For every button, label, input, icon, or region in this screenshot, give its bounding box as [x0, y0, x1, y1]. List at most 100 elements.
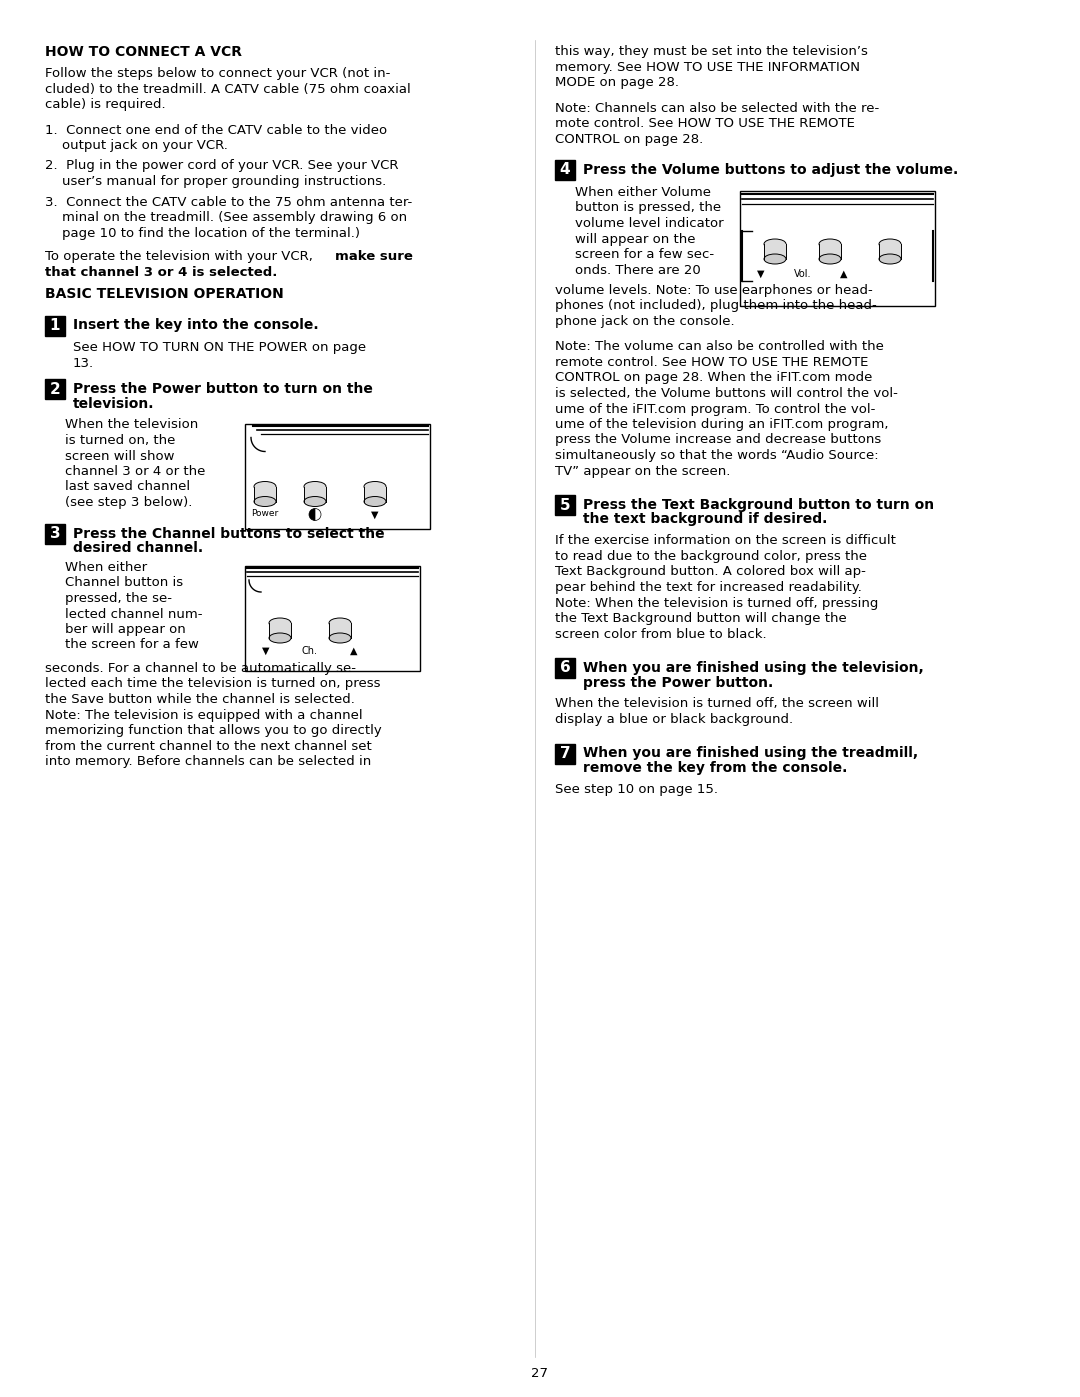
Text: 3: 3 [50, 527, 60, 541]
Text: ume of the iFIT.com program. To control the vol-: ume of the iFIT.com program. To control … [555, 402, 876, 415]
Text: Press the Power button to turn on the: Press the Power button to turn on the [73, 381, 373, 395]
Text: the Save button while the channel is selected.: the Save button while the channel is sel… [45, 693, 355, 705]
Text: ▼: ▼ [262, 645, 270, 657]
Text: Press the Volume buttons to adjust the volume.: Press the Volume buttons to adjust the v… [583, 163, 958, 177]
Text: BASIC TELEVISION OPERATION: BASIC TELEVISION OPERATION [45, 288, 284, 302]
Text: cluded) to the treadmill. A CATV cable (75 ohm coaxial: cluded) to the treadmill. A CATV cable (… [45, 82, 410, 95]
Text: 13.: 13. [73, 358, 94, 370]
Text: To operate the television with your VCR,: To operate the television with your VCR, [45, 250, 318, 263]
Text: Power: Power [252, 510, 279, 518]
Text: the text background if desired.: the text background if desired. [583, 513, 827, 527]
Text: TV” appear on the screen.: TV” appear on the screen. [555, 464, 730, 478]
Text: When you are finished using the treadmill,: When you are finished using the treadmil… [583, 746, 918, 760]
Ellipse shape [364, 482, 386, 492]
Ellipse shape [819, 239, 841, 249]
Text: When the television is turned off, the screen will: When the television is turned off, the s… [555, 697, 879, 711]
Text: remove the key from the console.: remove the key from the console. [583, 761, 848, 775]
Text: press the Power button.: press the Power button. [583, 676, 773, 690]
Bar [45, 316, 65, 335]
Bar [254, 486, 276, 502]
Text: HOW TO CONNECT A VCR: HOW TO CONNECT A VCR [45, 45, 242, 59]
Bar [245, 423, 430, 528]
Text: lected each time the television is turned on, press: lected each time the television is turne… [45, 678, 380, 690]
Wedge shape [309, 509, 315, 521]
Text: ▼: ▼ [757, 270, 765, 279]
Ellipse shape [254, 496, 276, 507]
Text: output jack on your VCR.: output jack on your VCR. [45, 138, 228, 152]
Text: Note: Channels can also be selected with the re-: Note: Channels can also be selected with… [555, 102, 879, 115]
Text: mote control. See HOW TO USE THE REMOTE: mote control. See HOW TO USE THE REMOTE [555, 117, 855, 130]
Text: onds. There are 20: onds. There are 20 [575, 264, 701, 277]
Text: volume level indicator: volume level indicator [575, 217, 724, 231]
Text: Press the Text Background button to turn on: Press the Text Background button to turn… [583, 497, 934, 511]
Text: desired channel.: desired channel. [73, 541, 203, 555]
Ellipse shape [269, 633, 291, 643]
Text: ▲: ▲ [350, 645, 357, 657]
Text: ▲: ▲ [840, 270, 848, 279]
Text: screen color from blue to black.: screen color from blue to black. [555, 627, 767, 640]
Text: Note: The television is equipped with a channel: Note: The television is equipped with a … [45, 708, 363, 721]
Text: cable) is required.: cable) is required. [45, 98, 165, 110]
Bar [269, 623, 291, 638]
Text: ume of the television during an iFIT.com program,: ume of the television during an iFIT.com… [555, 418, 889, 432]
Text: simultaneously so that the words “Audio Source:: simultaneously so that the words “Audio … [555, 448, 879, 462]
Text: pear behind the text for increased readability.: pear behind the text for increased reada… [555, 581, 862, 594]
Text: button is pressed, the: button is pressed, the [575, 201, 721, 215]
Text: into memory. Before channels can be selected in: into memory. Before channels can be sele… [45, 754, 372, 768]
Bar [555, 161, 575, 180]
Text: screen will show: screen will show [65, 450, 175, 462]
Bar [555, 495, 575, 515]
Bar [555, 743, 575, 764]
Text: is turned on, the: is turned on, the [65, 434, 175, 447]
Bar [303, 486, 326, 502]
Wedge shape [315, 509, 321, 521]
Ellipse shape [879, 239, 901, 249]
Bar [740, 191, 935, 306]
Text: ber will appear on: ber will appear on [65, 623, 186, 636]
Text: 3.  Connect the CATV cable to the 75 ohm antenna ter-: 3. Connect the CATV cable to the 75 ohm … [45, 196, 413, 208]
Bar [555, 658, 575, 678]
Bar [819, 244, 841, 258]
Text: is selected, the Volume buttons will control the vol-: is selected, the Volume buttons will con… [555, 387, 897, 400]
Text: ▼: ▼ [372, 510, 379, 520]
Text: 5: 5 [559, 497, 570, 513]
Text: the Text Background button will change the: the Text Background button will change t… [555, 612, 847, 624]
Text: from the current channel to the next channel set: from the current channel to the next cha… [45, 739, 372, 753]
Text: screen for a few sec-: screen for a few sec- [575, 249, 714, 261]
Ellipse shape [819, 254, 841, 264]
Text: Insert the key into the console.: Insert the key into the console. [73, 319, 319, 332]
Text: make sure: make sure [335, 250, 413, 263]
Text: that channel 3 or 4 is selected.: that channel 3 or 4 is selected. [45, 265, 278, 278]
Ellipse shape [364, 496, 386, 507]
Bar [245, 566, 420, 671]
Ellipse shape [303, 496, 326, 507]
Text: phones (not included), plug them into the head-: phones (not included), plug them into th… [555, 299, 877, 313]
Bar [45, 379, 65, 400]
Text: Press the Channel buttons to select the: Press the Channel buttons to select the [73, 527, 384, 541]
Bar [364, 486, 386, 502]
Text: Note: The volume can also be controlled with the: Note: The volume can also be controlled … [555, 341, 883, 353]
Text: See step 10 on page 15.: See step 10 on page 15. [555, 782, 718, 796]
Ellipse shape [764, 254, 786, 264]
Text: 2: 2 [50, 381, 60, 397]
Bar [764, 244, 786, 258]
Bar [45, 524, 65, 543]
Text: Vol.: Vol. [794, 270, 811, 279]
Ellipse shape [329, 617, 351, 629]
Text: (see step 3 below).: (see step 3 below). [65, 496, 192, 509]
Text: last saved channel: last saved channel [65, 481, 190, 493]
Bar [329, 623, 351, 638]
Ellipse shape [269, 617, 291, 629]
Text: Ch.: Ch. [302, 645, 318, 657]
Text: CONTROL on page 28. When the iFIT.com mode: CONTROL on page 28. When the iFIT.com mo… [555, 372, 873, 384]
Text: memorizing function that allows you to go directly: memorizing function that allows you to g… [45, 724, 381, 738]
Text: Note: When the television is turned off, pressing: Note: When the television is turned off,… [555, 597, 878, 609]
Text: 1.  Connect one end of the CATV cable to the video: 1. Connect one end of the CATV cable to … [45, 123, 387, 137]
Bar [879, 244, 901, 258]
Text: 2.  Plug in the power cord of your VCR. See your VCR: 2. Plug in the power cord of your VCR. S… [45, 159, 399, 172]
Ellipse shape [329, 633, 351, 643]
Text: Follow the steps below to connect your VCR (not in-: Follow the steps below to connect your V… [45, 67, 390, 80]
Text: When the television: When the television [65, 419, 199, 432]
Ellipse shape [764, 239, 786, 249]
Text: When you are finished using the television,: When you are finished using the televisi… [583, 661, 923, 675]
